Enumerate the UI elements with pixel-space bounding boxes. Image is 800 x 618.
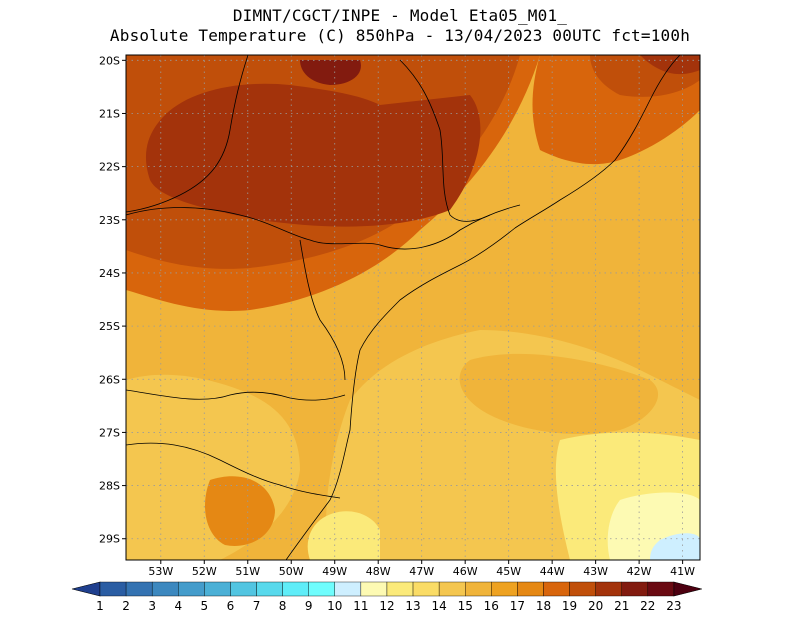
colorbar-label: 6 [227,599,235,613]
colorbar-segment [334,581,362,597]
lon-label: 53W [148,565,173,578]
colorbar-segment [360,581,388,597]
colorbar-label: 22 [640,599,655,613]
colorbar-segment [99,581,127,597]
lon-label: 42W [627,565,652,578]
colorbar-segment [308,581,335,597]
colorbar-label: 2 [122,599,130,613]
colorbar-label: 10 [327,599,342,613]
colorbar-segment [569,581,596,597]
lon-label: 43W [583,565,608,578]
colorbar-label: 21 [614,599,629,613]
lat-label: 25S [99,320,120,333]
colorbar-label: 23 [666,599,681,613]
lat-lon-grid [126,55,700,560]
colorbar: 1 2 3 4 5 6 7 8 9 10 11 12 13 14 15 16 17 18 19 20 21 22 23 [71,581,702,613]
lon-label: 48W [366,565,391,578]
lat-label: 24S [99,267,120,280]
lon-label: 44W [540,565,565,578]
colorbar-segment [621,581,649,597]
colorbar-label: 16 [484,599,499,613]
colorbar-segment [125,581,153,597]
map-title-line-1: DIMNT/CGCT/INPE - Model Eta05_M01_ [232,6,568,25]
colorbar-segment [282,581,309,597]
colorbar-segment [412,581,440,597]
map-title-line-2: Absolute Temperature (C) 850hPa - 13/04/… [109,26,691,45]
colorbar-label: 9 [305,599,313,613]
colorbar-segment [438,581,466,597]
colorbar-segment [595,581,622,597]
lon-label: 52W [192,565,217,578]
colorbar-label: 19 [562,599,577,613]
colorbar-segment [230,581,257,597]
lon-label: 50W [279,565,304,578]
lon-label: 51W [235,565,260,578]
colorbar-segment [465,581,492,597]
colorbar-label: 12 [379,599,394,613]
lon-label: 46W [453,565,478,578]
lat-label: 28S [99,480,120,493]
lat-label: 21S [99,107,120,120]
colorbar-left-arrow [71,581,101,597]
colorbar-label: 17 [510,599,525,613]
lat-label: 26S [99,373,120,386]
lon-label: 41W [670,565,695,578]
colorbar-label: 3 [148,599,156,613]
colorbar-label: 4 [174,599,182,613]
latitude-labels: 20S 21S 22S 23S 24S 25S 26S 27S 28S 29S [99,54,126,546]
colorbar-segment [491,581,518,597]
colorbar-label: 18 [536,599,551,613]
colorbar-label: 8 [279,599,287,613]
lon-label: 49W [322,565,347,578]
lat-label: 23S [99,214,120,227]
colorbar-label: 1 [96,599,104,613]
colorbar-label: 7 [253,599,261,613]
lat-label: 29S [99,533,120,546]
colorbar-label: 11 [353,599,368,613]
lon-label: 45W [496,565,521,578]
longitude-labels: 53W 52W 51W 50W 49W 48W 47W 46W 45W 44W 43W 42W 41W [148,560,695,578]
colorbar-right-arrow [673,581,702,597]
colorbar-label: 15 [458,599,473,613]
lon-label: 47W [409,565,434,578]
colorbar-label: 20 [588,599,603,613]
temperature-field [126,55,700,560]
lat-label: 27S [99,426,120,439]
colorbar-segment [386,581,414,597]
lat-label: 22S [99,161,120,174]
colorbar-label: 14 [431,599,446,613]
colorbar-label: 13 [405,599,420,613]
colorbar-segment [543,581,570,597]
colorbar-segment [517,581,544,597]
colorbar-segment [151,581,179,597]
colorbar-segment [178,581,205,597]
coastline-and-borders [126,55,681,560]
colorbar-label: 5 [201,599,209,613]
colorbar-segment [256,581,283,597]
colorbar-segment [204,581,231,597]
lat-label: 20S [99,54,120,67]
colorbar-segment [647,581,675,597]
